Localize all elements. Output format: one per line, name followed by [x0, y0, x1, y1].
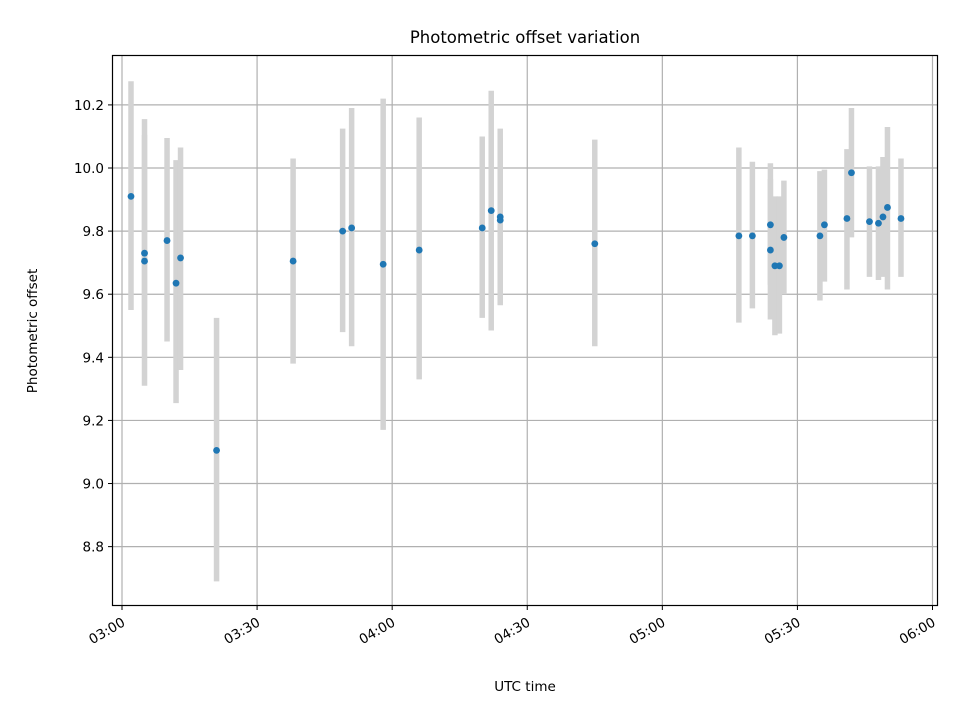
data-point — [866, 218, 873, 226]
data-point — [780, 234, 788, 241]
data-point — [884, 204, 891, 211]
data-point — [127, 193, 135, 200]
data-point — [478, 224, 486, 232]
data-point — [141, 249, 148, 257]
data-point — [816, 232, 824, 240]
data-point — [766, 246, 774, 254]
data-point — [897, 215, 905, 222]
data-point — [766, 221, 774, 229]
chart-title: Photometric offset variation — [410, 28, 640, 47]
data-point — [496, 216, 504, 224]
data-point — [177, 254, 184, 262]
data-point — [843, 215, 851, 222]
data-point — [879, 213, 887, 221]
data-point — [348, 224, 356, 232]
data-point — [776, 262, 783, 270]
y-tick-label: 9.2 — [83, 413, 104, 429]
y-tick-label: 10.2 — [74, 98, 104, 114]
y-axis-label: Photometric offset — [25, 269, 41, 393]
y-tick-label: 8.8 — [83, 540, 104, 556]
data-point — [379, 260, 387, 268]
data-point — [141, 257, 148, 265]
plot-frame — [111, 54, 939, 607]
data-point — [163, 237, 171, 244]
grid — [113, 56, 937, 605]
data-point — [591, 240, 599, 248]
y-tick-label: 9.8 — [83, 224, 104, 240]
y-tick-label: 9.4 — [83, 350, 104, 366]
y-tick-label: 10.0 — [74, 161, 104, 177]
y-tick-label: 9.0 — [83, 477, 104, 493]
x-axis-label: UTC time — [494, 679, 556, 695]
data-point — [875, 219, 882, 227]
data-point — [848, 169, 855, 177]
y-axis-ticks: 8.8 9.0 9.2 9.4 9.6 9.8 10.0 10.2 — [74, 98, 113, 556]
data-point — [821, 221, 828, 229]
y-tick-label: 9.6 — [83, 287, 104, 303]
data-point — [748, 232, 756, 240]
data-point — [735, 232, 743, 240]
data-points — [127, 169, 905, 454]
data-point — [487, 207, 495, 215]
data-point — [415, 246, 423, 254]
data-point — [172, 279, 180, 287]
data-point — [339, 227, 347, 235]
data-point — [213, 446, 220, 454]
data-point — [289, 257, 297, 265]
